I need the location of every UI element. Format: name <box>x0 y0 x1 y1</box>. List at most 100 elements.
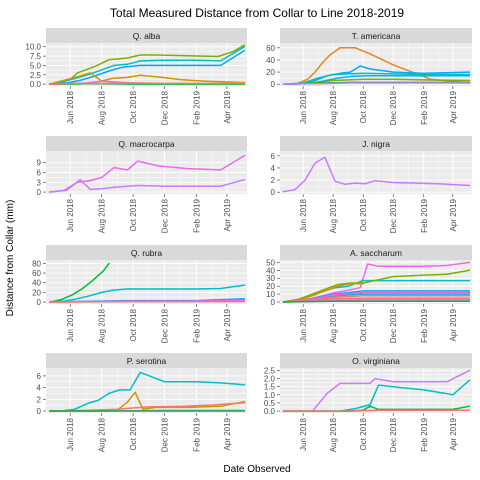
x-tick-label: Oct 2018 <box>129 308 138 341</box>
x-tick-label: Jun 2018 <box>299 198 308 231</box>
panel-strip <box>46 28 247 43</box>
series-line-1 <box>48 262 110 303</box>
x-tick-label: Apr 2019 <box>223 308 232 341</box>
y-tick-label: 40 <box>266 266 275 275</box>
x-tick-label: Aug 2018 <box>329 198 338 233</box>
x-tick-label: Oct 2018 <box>129 90 138 123</box>
y-tick-label: 0 <box>271 188 276 197</box>
x-tick-label: Apr 2019 <box>449 90 458 123</box>
series-line-3 <box>282 269 471 303</box>
series-line-11 <box>282 300 471 303</box>
x-tick-label: Feb 2019 <box>192 308 201 342</box>
panel-p-serotina: P. serotina Jun 2018 Aug 2018 Oct 2018 Dec 2… <box>37 353 247 452</box>
y-tick-label: 6 <box>271 152 276 161</box>
x-tick-label: Feb 2019 <box>192 90 201 124</box>
panel-strip <box>46 136 247 151</box>
panel-strip <box>46 353 247 368</box>
x-tick-label: Feb 2019 <box>420 308 429 342</box>
panel-title: Q. rubra <box>131 248 162 258</box>
x-tick-label: Dec 2018 <box>389 90 398 125</box>
y-tick-label: 0 <box>271 80 276 89</box>
x-tick-label: Jun 2018 <box>299 417 308 450</box>
x-tick-label: Jun 2018 <box>299 90 308 123</box>
x-tick-label: Oct 2018 <box>359 417 368 450</box>
x-tick-label: Dec 2018 <box>389 198 398 233</box>
x-tick-label: Aug 2018 <box>98 417 107 452</box>
x-tick-label: Aug 2018 <box>98 90 107 125</box>
x-tick-label: Oct 2018 <box>129 417 138 450</box>
x-tick-label: Feb 2019 <box>192 417 201 451</box>
panel-q-macrocarpa: Q. macrocarpa Jun 2018 Aug 2018 Oct 2018 Dec… <box>37 136 247 233</box>
y-tick-label: 9 <box>37 159 42 168</box>
panel-background <box>46 260 247 304</box>
y-tick-label: 1.0 <box>264 391 276 400</box>
series-group <box>48 371 246 412</box>
panel-title: P. serotina <box>127 356 167 366</box>
panel-q-rubra: Q. rubra Jun 2018 Aug 2018 Oct 2018 Dec 2018… <box>32 245 247 343</box>
series-group <box>282 47 471 85</box>
panel-a-saccharum: A. saccharum Jun 2018 Aug 2018 Oct 2018 Dec … <box>266 245 472 343</box>
series-line-2 <box>48 45 246 85</box>
y-tick-label: 2 <box>37 395 42 404</box>
x-axis-title: Date Observed <box>223 464 290 475</box>
y-tick-label: 0.5 <box>264 399 276 408</box>
y-axis-title: Distance from Collar (mm) <box>5 200 16 317</box>
series-line-2 <box>48 178 246 193</box>
y-tick-label: 40 <box>266 56 275 65</box>
series-line-1 <box>282 156 471 193</box>
y-tick-label: 0 <box>37 188 42 197</box>
x-tick-label: Apr 2019 <box>223 417 232 450</box>
x-tick-label: Jun 2018 <box>66 308 75 341</box>
x-tick-label: Dec 2018 <box>161 198 170 233</box>
series-line-2 <box>48 284 246 303</box>
y-tick-label: 10.0 <box>25 43 41 52</box>
y-tick-label: 50 <box>266 258 275 267</box>
x-tick-label: Aug 2018 <box>329 417 338 452</box>
x-tick-label: Dec 2018 <box>389 308 398 343</box>
series-line-7 <box>282 82 471 85</box>
series-line-3 <box>282 72 471 85</box>
x-tick-label: Feb 2019 <box>420 90 429 124</box>
y-tick-label: 60 <box>266 44 275 53</box>
series-group <box>48 44 246 85</box>
x-tick-label: Oct 2018 <box>359 198 368 231</box>
y-tick-label: 30 <box>266 274 275 283</box>
series-group <box>282 369 471 412</box>
series-group <box>48 154 246 193</box>
y-tick-label: 7.5 <box>30 52 42 61</box>
y-tick-label: 2.5 <box>264 366 276 375</box>
x-tick-label: Apr 2019 <box>449 417 458 450</box>
x-tick-label: Dec 2018 <box>161 90 170 125</box>
y-tick-label: 6 <box>37 169 42 178</box>
panels-grid: Q. alba Jun 2018 Aug 2018 Oct 2018 Dec 2018 F… <box>25 28 472 452</box>
series-line-7 <box>282 291 471 303</box>
panel-title: O. virginiana <box>352 356 400 366</box>
y-tick-label: 5.0 <box>30 61 42 70</box>
x-tick-label: Apr 2019 <box>223 90 232 123</box>
x-tick-label: Jun 2018 <box>66 417 75 450</box>
series-line-4 <box>282 409 471 412</box>
y-tick-label: 3 <box>37 178 42 187</box>
panel-strip <box>280 28 472 43</box>
y-tick-label: 0 <box>271 298 276 307</box>
series-line-3 <box>48 402 246 412</box>
y-tick-label: 1.5 <box>264 383 276 392</box>
series-line-3 <box>48 49 246 85</box>
x-tick-label: Oct 2018 <box>359 90 368 123</box>
y-tick-label: 2.0 <box>264 375 276 384</box>
x-tick-label: Aug 2018 <box>329 308 338 343</box>
x-tick-label: Jun 2018 <box>66 198 75 231</box>
y-tick-label: 0 <box>37 407 42 416</box>
x-tick-label: Feb 2019 <box>192 198 201 232</box>
panel-title: J. nigra <box>362 139 390 149</box>
x-tick-label: Apr 2019 <box>449 198 458 231</box>
y-tick-label: 60 <box>32 269 41 278</box>
panel-strip <box>280 136 472 151</box>
panel-title: T. americana <box>352 31 401 41</box>
x-tick-label: Dec 2018 <box>161 417 170 452</box>
y-tick-label: 20 <box>266 282 275 291</box>
x-tick-label: Oct 2018 <box>359 308 368 341</box>
x-tick-label: Dec 2018 <box>389 417 398 452</box>
series-group <box>282 261 471 303</box>
panel-j-nigra: J. nigra Jun 2018 Aug 2018 Oct 2018 Dec 2018… <box>271 136 472 233</box>
